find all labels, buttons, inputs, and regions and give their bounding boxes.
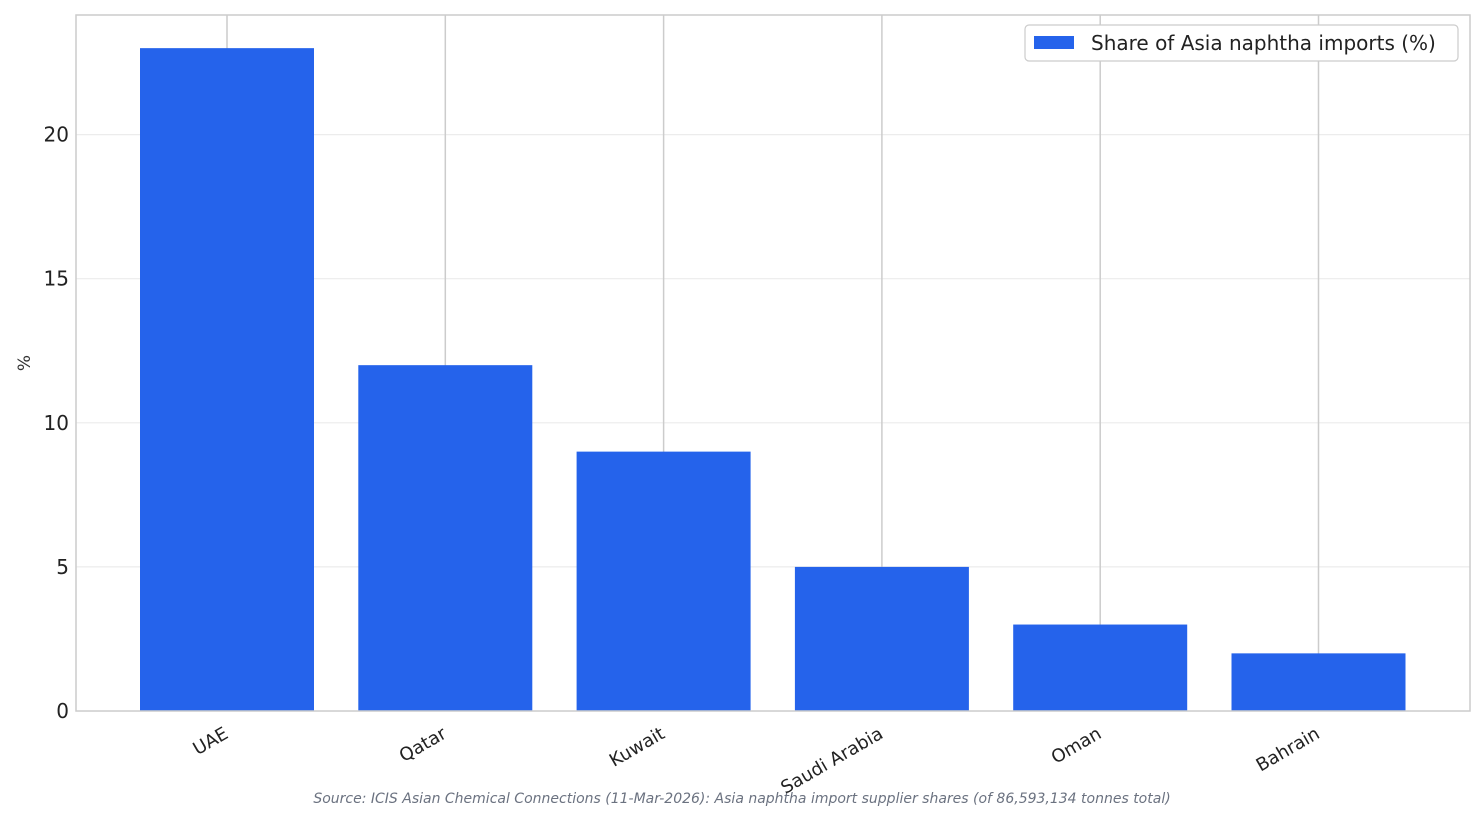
- bar-saudi-arabia: [794, 566, 969, 711]
- x-tick-label: UAE: [189, 723, 231, 760]
- bar-qatar: [358, 365, 533, 711]
- x-tick-labels: UAE Qatar Kuwait Saudi Arabia Oman Bahrain: [189, 723, 1323, 799]
- y-tick-label: 20: [44, 123, 69, 147]
- legend-swatch: [1034, 36, 1074, 49]
- x-tick-label: Bahrain: [1253, 723, 1324, 776]
- legend: Share of Asia naphtha imports (%): [1024, 24, 1459, 62]
- x-tick-label: Oman: [1048, 723, 1105, 768]
- y-tick-label: 5: [56, 555, 69, 579]
- bar-oman: [1013, 624, 1188, 711]
- plot-frame: [75, 14, 1471, 712]
- x-tick-label: Saudi Arabia: [777, 723, 886, 798]
- y-axis-label: %: [15, 355, 35, 371]
- bar-uae: [140, 48, 314, 711]
- x-tick-label: Kuwait: [606, 723, 669, 771]
- source-note: Source: ICIS Asian Chemical Connections …: [313, 791, 1171, 807]
- bar-bahrain: [1231, 653, 1406, 711]
- bars: [140, 48, 1406, 711]
- x-tick-label: Qatar: [396, 723, 451, 767]
- y-tick-label: 0: [56, 699, 69, 723]
- y-tick-label: 10: [44, 411, 69, 435]
- y-tick-label: 15: [44, 267, 69, 291]
- y-tick-labels: 0 5 10 15 20: [44, 123, 69, 723]
- legend-box: [1024, 24, 1459, 62]
- legend-label: Share of Asia naphtha imports (%): [1091, 31, 1436, 55]
- bar-kuwait: [576, 451, 751, 711]
